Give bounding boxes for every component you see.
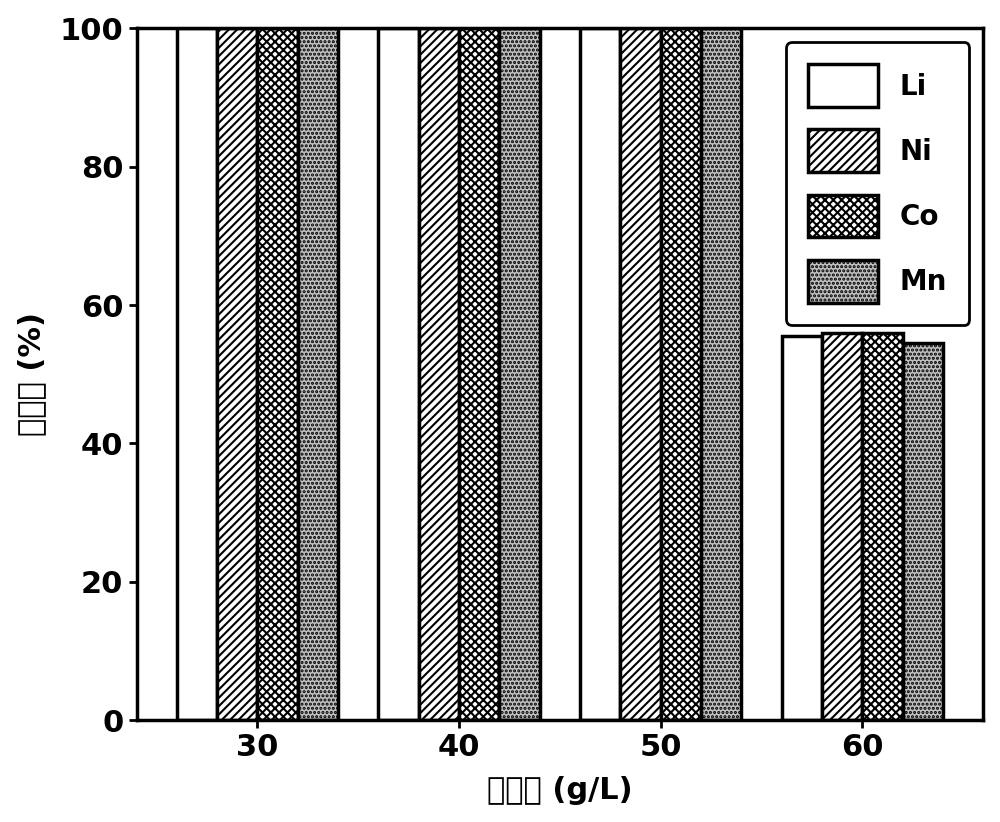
Bar — [378, 28, 419, 720]
X-axis label: 固液比 (g/L): 固液比 (g/L) — [487, 776, 633, 806]
Bar — [459, 28, 499, 720]
Legend: Li, Ni, Co, Mn: Li, Ni, Co, Mn — [786, 42, 969, 325]
Bar — [499, 28, 540, 720]
Y-axis label: 浸出率 (%): 浸出率 (%) — [17, 312, 46, 436]
Bar — [620, 28, 661, 720]
Bar — [217, 28, 257, 720]
Bar — [419, 28, 459, 720]
Bar — [580, 28, 620, 720]
Bar — [903, 343, 943, 720]
Bar — [862, 333, 903, 720]
Bar — [822, 333, 862, 720]
Bar — [701, 28, 741, 720]
Bar — [782, 336, 822, 720]
Bar — [661, 28, 701, 720]
Bar — [257, 28, 298, 720]
Bar — [177, 28, 217, 720]
Bar — [298, 28, 338, 720]
